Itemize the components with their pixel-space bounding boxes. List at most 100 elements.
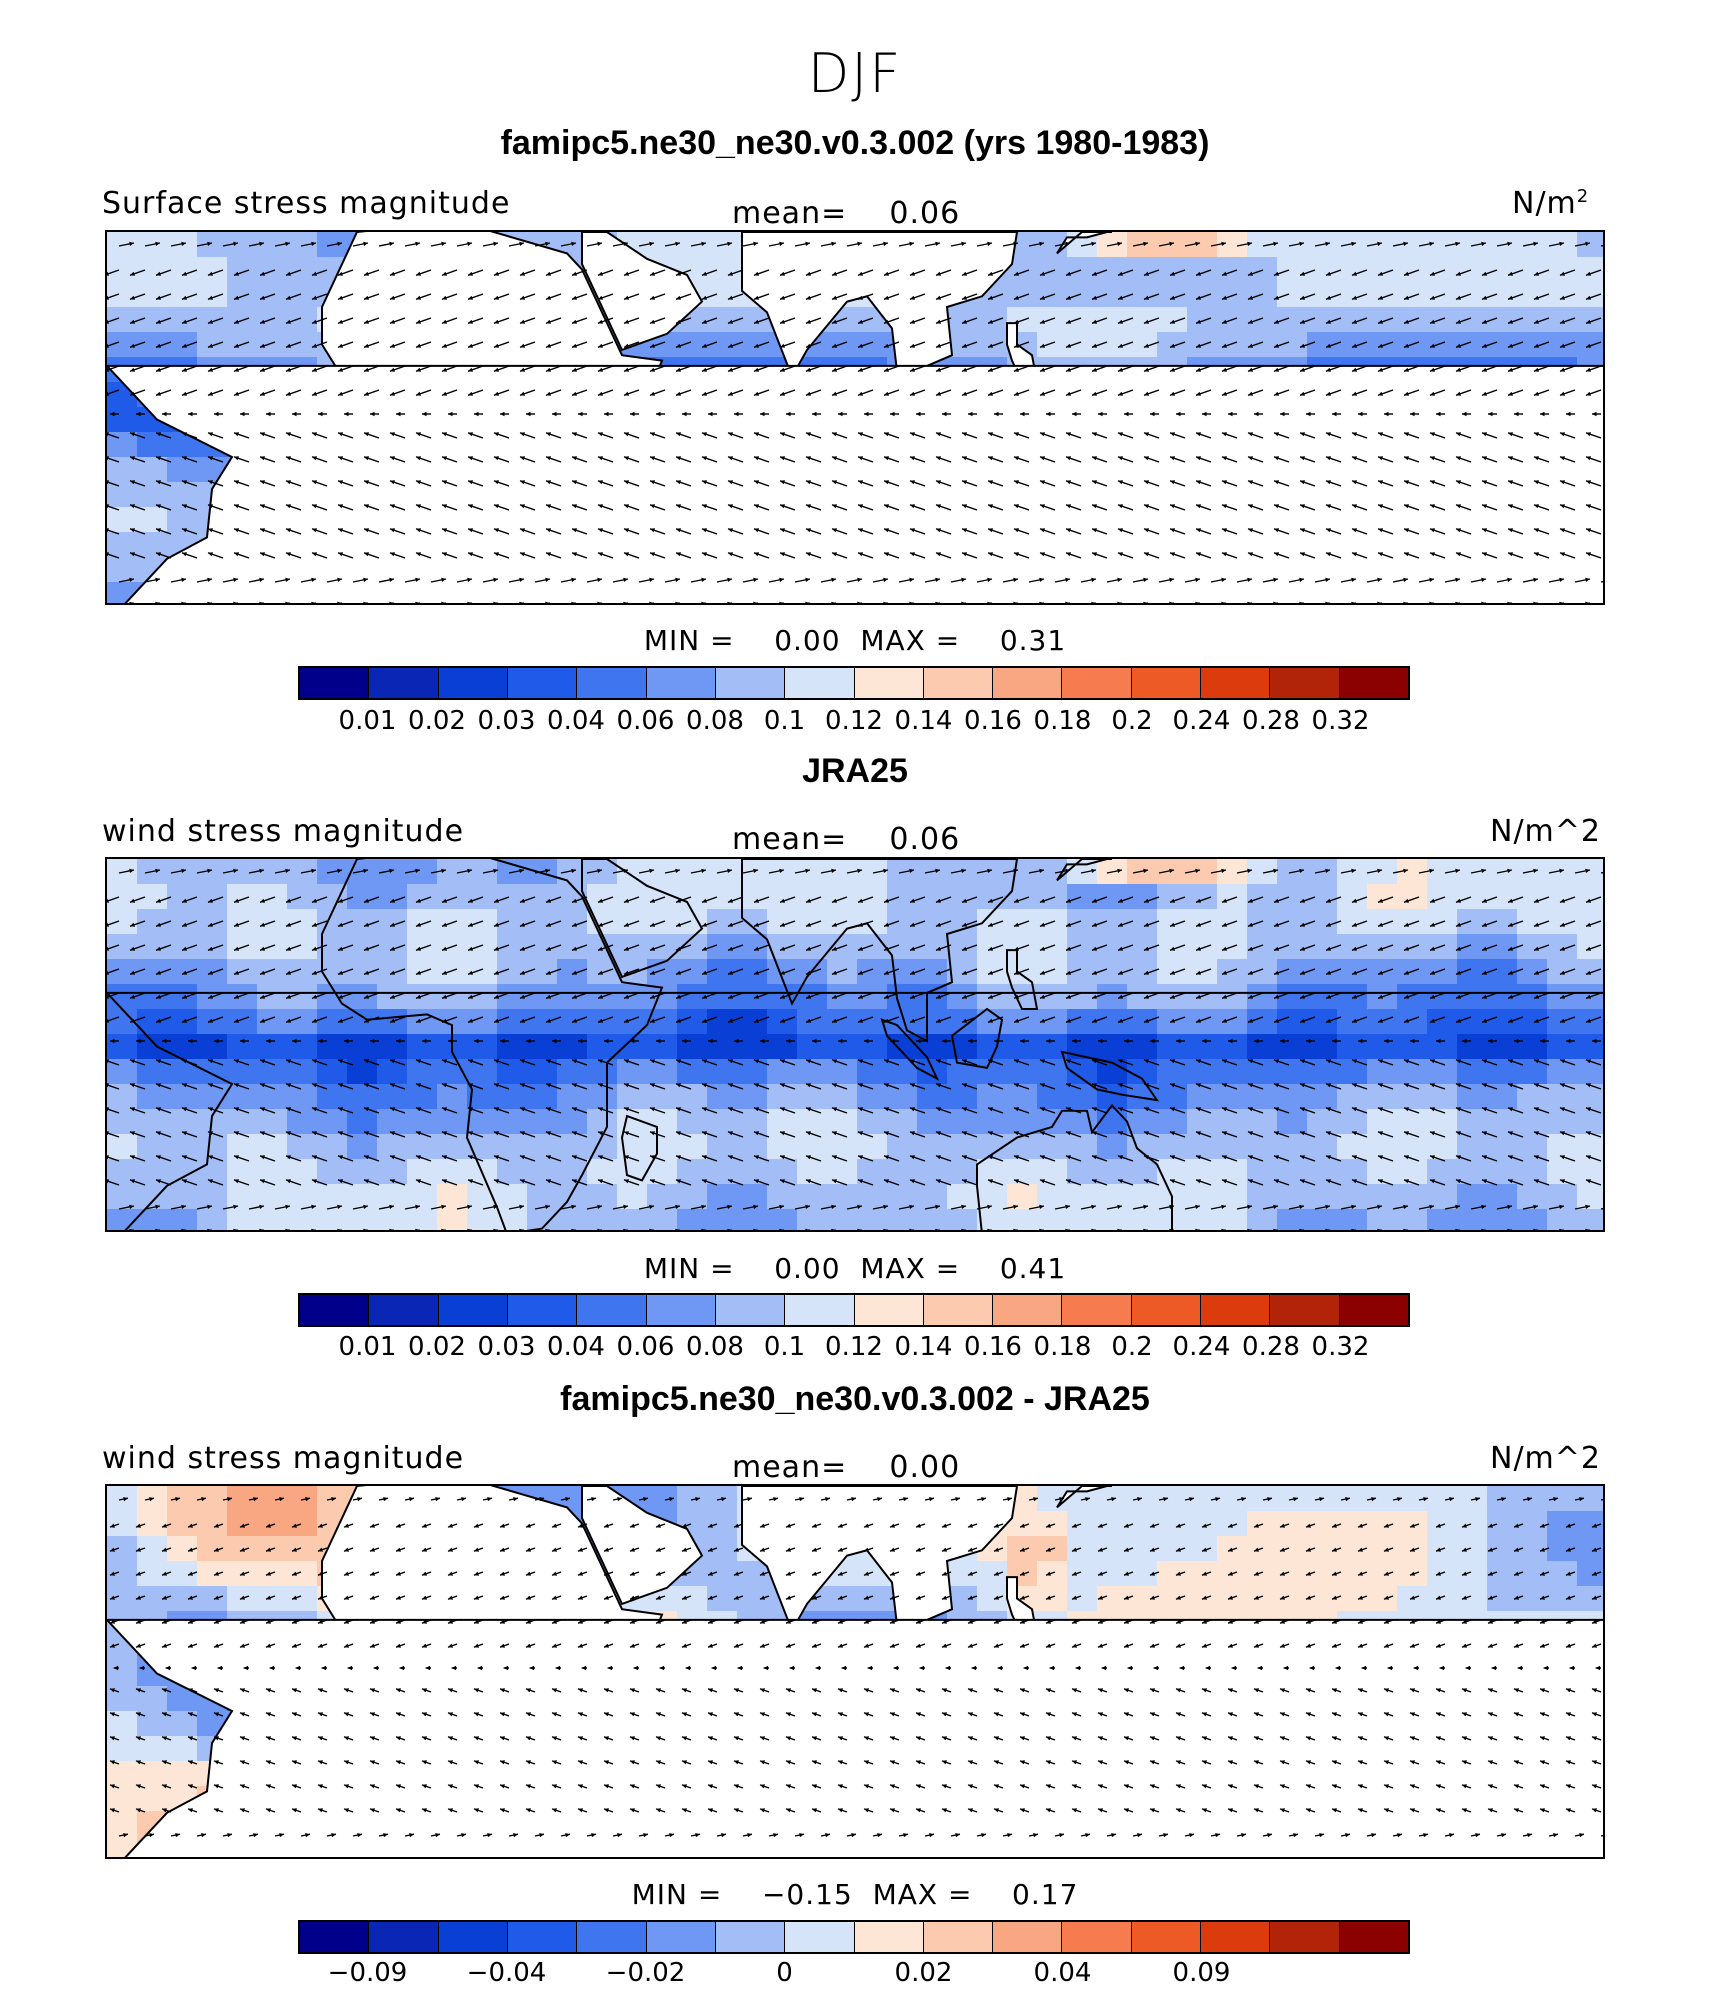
wind-vector [951,603,966,605]
field-cell [167,884,198,910]
field-cell [1577,307,1605,333]
field-cell [977,884,1008,910]
wind-vector [561,603,576,605]
field-cell [737,1034,768,1060]
field-cell [1337,1109,1368,1135]
field-cell [1457,257,1488,283]
colorbar-tick-label: 0.2 [1111,706,1152,736]
field-cell [1517,1134,1548,1160]
field-cell [617,909,648,935]
wind-vector [1055,603,1070,605]
colorbar-swatch [785,668,854,698]
field-cell [167,482,198,508]
field-cell [857,1034,888,1060]
field-cell [977,1084,1008,1110]
field-cell [497,1034,528,1060]
field-cell [737,1184,768,1210]
field-cell [137,1109,168,1135]
wind-vector [249,603,264,605]
field-cell [1367,1184,1398,1210]
field-cell [287,307,318,333]
field-cell [167,959,198,985]
wind-vector [1367,603,1382,605]
field-cell [347,1134,378,1160]
wind-vector [1107,603,1122,605]
field-cell [587,1059,618,1085]
field-cell [1577,934,1605,960]
field-cell [347,1159,378,1185]
field-cell [1187,307,1218,333]
field-cell [677,1209,708,1232]
field-cell [827,1109,858,1135]
field-cell [1487,1209,1518,1232]
panel-1-map-svg [107,232,1605,605]
field-cell [137,984,168,1010]
field-cell [1157,959,1188,985]
field-cell [1577,1009,1605,1035]
colorbar-tick-label: 0.18 [1034,706,1092,736]
field-cell [1367,332,1398,358]
field-cell [287,282,318,308]
field-cell [1427,332,1458,358]
field-cell [1397,1084,1428,1110]
field-cell [677,1109,708,1135]
field-cell [1367,257,1398,283]
field-cell [767,1059,798,1085]
field-cell [347,1209,378,1232]
field-cell [137,257,168,283]
field-cell [917,984,948,1010]
field-cell [467,859,498,885]
field-cell [1547,307,1578,333]
field-cell [1217,257,1248,283]
field-cell [1427,1059,1458,1085]
field-cell [917,1009,948,1035]
colorbar-swatch [716,668,785,698]
field-cell [557,1109,588,1135]
field-cell [227,1134,258,1160]
field-cell [1277,1209,1308,1232]
field-cell [1097,1034,1128,1060]
field-cell [227,1209,258,1232]
wind-vector [691,603,706,605]
field-cell [1397,282,1428,308]
field-cell [407,1159,438,1185]
field-cell [1367,959,1398,985]
field-cell [347,984,378,1010]
field-cell [797,1034,828,1060]
field-cell [887,909,918,935]
field-cell [137,507,168,533]
field-cell [317,1009,348,1035]
wind-vector [483,603,498,605]
field-cell [827,1034,858,1060]
field-cell [737,1134,768,1160]
field-cell [1187,1109,1218,1135]
field-cell [1007,1009,1038,1035]
field-cell [977,307,1008,333]
wind-vector [717,603,732,605]
field-cell [1307,984,1338,1010]
field-cell [1187,1034,1218,1060]
field-cell [1067,307,1098,333]
field-cell [557,1209,588,1232]
wind-vector [899,603,914,605]
wind-vector [301,603,316,605]
field-cell [317,1034,348,1060]
field-cell [1397,1134,1428,1160]
field-cell [977,959,1008,985]
field-cell [797,1084,828,1110]
wind-vector [1159,603,1174,605]
field-cell [107,1209,138,1232]
field-cell [107,1034,138,1060]
field-cell [797,1009,828,1035]
field-cell [1577,1034,1605,1060]
field-cell [1157,934,1188,960]
field-cell [1397,884,1428,910]
field-cell [1337,984,1368,1010]
field-cell [1307,1109,1338,1135]
field-cell [1397,1009,1428,1035]
field-cell [1577,1134,1605,1160]
panel-2-mean-value: 0.06 [889,822,960,857]
field-cell [1247,859,1278,885]
colorbar-swatch [647,668,716,698]
field-cell [227,1009,258,1035]
